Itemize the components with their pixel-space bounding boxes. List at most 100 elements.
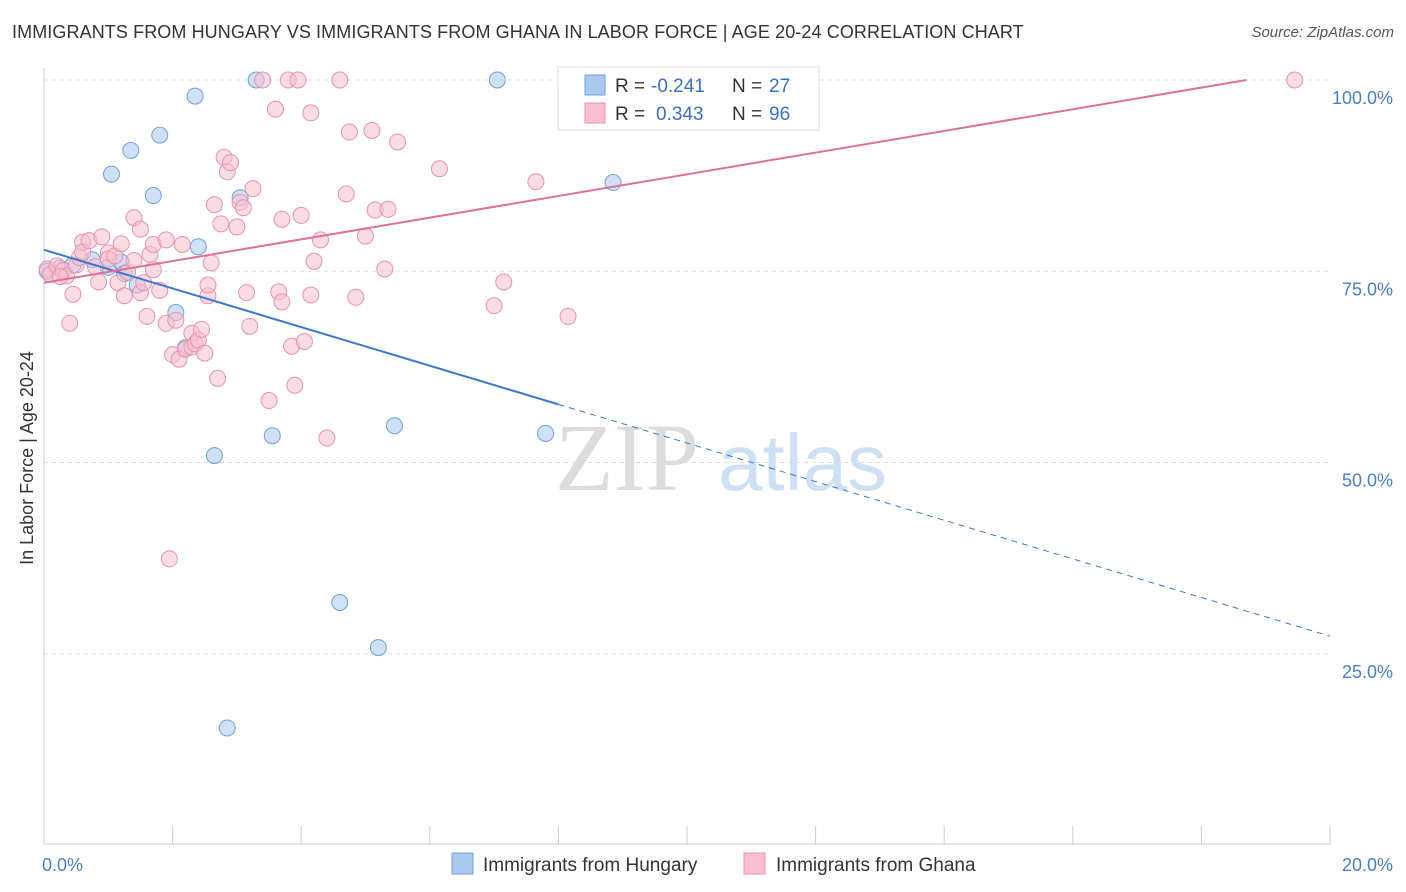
ghana-point: [209, 369, 227, 387]
ghana-point: [266, 100, 284, 118]
ghana-point: [241, 317, 259, 335]
hungary-trend-extension: [558, 403, 1331, 637]
ghana-point: [318, 429, 336, 447]
ghana-point: [347, 288, 365, 306]
hungary-point: [122, 141, 140, 159]
hungary-point: [331, 593, 349, 611]
ghana-point: [138, 307, 156, 325]
legend-swatch-hungary: [451, 852, 474, 875]
stats-n-hungary: 27: [769, 76, 790, 97]
hungary-point: [218, 719, 236, 737]
ghana-point: [340, 123, 358, 141]
y-tick-label: 25.0%: [1342, 662, 1393, 682]
ghana-point: [131, 220, 149, 238]
y-tick-label: 100.0%: [1332, 88, 1393, 108]
ghana-point: [244, 180, 262, 198]
scatter-points: [38, 71, 1304, 737]
ghana-point: [430, 160, 448, 178]
stats-swatch-hungary: [584, 74, 606, 96]
ghana-point: [379, 200, 397, 218]
y-tick-label: 75.0%: [1342, 279, 1393, 299]
hungary-point: [488, 71, 506, 89]
hungary-point: [103, 165, 121, 183]
source-credit: Source: ZipAtlas.com: [1251, 24, 1394, 41]
ghana-point: [196, 344, 214, 362]
ghana-point: [260, 392, 278, 410]
stats-n-ghana: 96: [769, 104, 790, 125]
ghana-point: [228, 218, 246, 236]
ghana-point: [289, 71, 307, 89]
hungary-point: [205, 447, 223, 465]
ghana-point: [1286, 71, 1304, 89]
ghana-point: [559, 307, 577, 325]
ghana-point: [167, 311, 185, 329]
ghana-point: [205, 196, 223, 214]
stats-n-label-hungary: N =: [732, 76, 762, 97]
ghana-point: [199, 276, 217, 294]
ghana-point: [221, 154, 239, 172]
ghana-point: [51, 268, 69, 286]
ghana-point: [173, 235, 191, 253]
ghana-point: [273, 210, 291, 228]
ghana-point: [64, 285, 82, 303]
stats-box: R = -0.241 N = 27 R = 0.343 N = 96: [557, 66, 820, 131]
ghana-point: [495, 273, 513, 291]
watermark-zip: ZIP: [555, 404, 699, 511]
hungary-point: [144, 187, 162, 205]
y-tick-label: 50.0%: [1342, 471, 1393, 491]
ghana-point: [527, 173, 545, 191]
legend-swatch-ghana: [743, 852, 766, 875]
axes: 100.0% 75.0% 50.0% 25.0% 0.0% 20.0%: [42, 68, 1393, 875]
ghana-point: [389, 133, 407, 151]
stats-n-label-ghana: N =: [732, 104, 762, 125]
hungary-point: [385, 417, 403, 435]
ghana-point: [295, 333, 313, 351]
ghana-point: [238, 284, 256, 302]
legend-label-ghana: Immigrants from Ghana: [776, 855, 976, 876]
watermark: ZIP atlas: [555, 404, 887, 511]
ghana-trend-line: [43, 79, 1247, 284]
legend: Immigrants from Hungary Immigrants from …: [451, 852, 976, 876]
ghana-point: [337, 185, 355, 203]
hungary-trend-line: [43, 248, 559, 406]
ghana-point: [193, 320, 211, 338]
ghana-point: [234, 199, 252, 217]
x-tick-label: 20.0%: [1342, 855, 1393, 875]
ghana-point: [376, 260, 394, 278]
hungary-point: [263, 427, 281, 445]
ghana-point: [212, 215, 230, 233]
stats-r-label-hungary: R =: [615, 76, 645, 97]
watermark-atlas: atlas: [718, 418, 887, 507]
trend-lines: [43, 79, 1331, 637]
stats-r-ghana: 0.343: [656, 104, 704, 125]
stats-r-label-ghana: R =: [615, 104, 645, 125]
ghana-point: [305, 252, 323, 270]
ghana-point: [61, 314, 79, 332]
ghana-point: [363, 121, 381, 139]
hungary-point: [369, 639, 387, 657]
ghana-point: [286, 376, 304, 394]
stats-swatch-ghana: [584, 102, 606, 124]
hungary-point: [186, 87, 204, 105]
x-tick-label: 0.0%: [42, 855, 83, 875]
ghana-point: [157, 231, 175, 249]
hungary-point: [151, 126, 169, 144]
hungary-point: [189, 238, 207, 256]
ghana-point: [302, 104, 320, 122]
y-axis-label: In Labor Force | Age 20-24: [17, 351, 37, 565]
ghana-point: [115, 287, 133, 305]
chart-title: IMMIGRANTS FROM HUNGARY VS IMMIGRANTS FR…: [12, 22, 1024, 42]
ghana-point: [90, 273, 108, 291]
ghana-point: [160, 550, 178, 568]
legend-label-hungary: Immigrants from Hungary: [483, 855, 698, 876]
hungary-point: [537, 424, 555, 442]
ghana-point: [93, 228, 111, 246]
ghana-point: [273, 293, 291, 311]
ghana-point: [331, 71, 349, 89]
ghana-point: [485, 297, 503, 315]
ghana-point: [202, 254, 220, 272]
ghana-point: [112, 235, 130, 253]
ghana-point: [302, 286, 320, 304]
stats-r-hungary: -0.241: [651, 76, 705, 97]
